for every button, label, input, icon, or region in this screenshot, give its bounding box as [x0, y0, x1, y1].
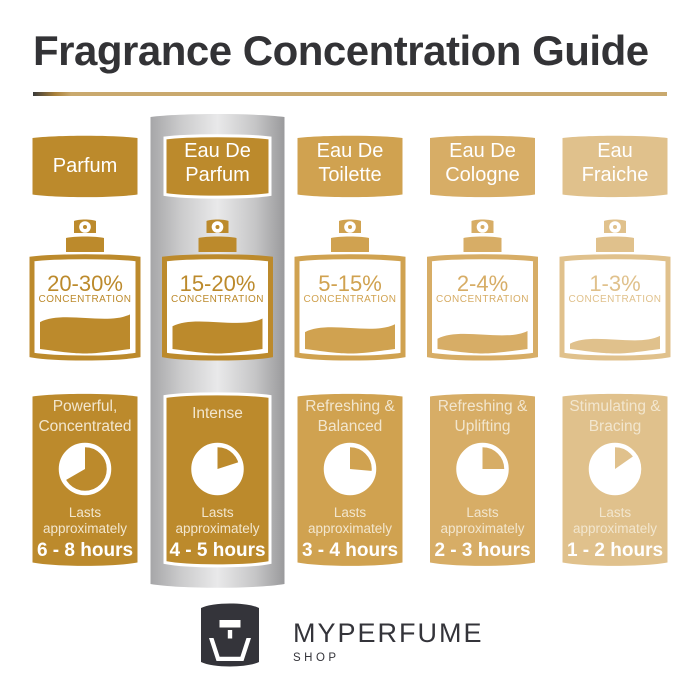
- svg-text:Lasts: Lasts: [466, 505, 499, 520]
- svg-text:2-4%: 2-4%: [457, 271, 508, 296]
- svg-text:1-3%: 1-3%: [589, 271, 640, 296]
- svg-text:Uplifting: Uplifting: [455, 418, 511, 435]
- svg-text:approximately: approximately: [573, 521, 657, 536]
- svg-text:1 - 2 hours: 1 - 2 hours: [567, 540, 663, 561]
- svg-text:3 - 4 hours: 3 - 4 hours: [302, 540, 398, 561]
- svg-text:15-20%: 15-20%: [180, 271, 256, 296]
- svg-text:CONCENTRATION: CONCENTRATION: [304, 294, 397, 305]
- svg-text:Toilette: Toilette: [318, 164, 381, 186]
- svg-text:CONCENTRATION: CONCENTRATION: [569, 294, 662, 305]
- svg-text:20-30%: 20-30%: [47, 271, 123, 296]
- svg-text:approximately: approximately: [43, 521, 127, 536]
- svg-text:6 - 8 hours: 6 - 8 hours: [37, 540, 133, 561]
- svg-text:Parfum: Parfum: [53, 155, 117, 177]
- svg-text:Bracing: Bracing: [589, 418, 642, 435]
- svg-text:CONCENTRATION: CONCENTRATION: [39, 294, 132, 305]
- svg-text:Refreshing &: Refreshing &: [305, 398, 395, 415]
- svg-text:Eau: Eau: [597, 140, 633, 162]
- svg-text:2 - 3 hours: 2 - 3 hours: [434, 540, 530, 561]
- svg-text:Eau De: Eau De: [317, 140, 384, 162]
- svg-text:Intense: Intense: [192, 405, 243, 422]
- svg-text:approximately: approximately: [440, 521, 524, 536]
- svg-text:4 - 5 hours: 4 - 5 hours: [169, 540, 265, 561]
- svg-text:approximately: approximately: [175, 521, 259, 536]
- svg-text:Parfum: Parfum: [185, 164, 249, 186]
- svg-text:Eau De: Eau De: [184, 140, 251, 162]
- svg-text:Fraiche: Fraiche: [582, 164, 649, 186]
- svg-text:Lasts: Lasts: [201, 505, 234, 520]
- svg-text:Lasts: Lasts: [334, 505, 367, 520]
- svg-text:Eau De: Eau De: [449, 140, 516, 162]
- svg-text:Cologne: Cologne: [445, 164, 520, 186]
- svg-text:Lasts: Lasts: [69, 505, 102, 520]
- svg-text:Lasts: Lasts: [599, 505, 632, 520]
- svg-text:Refreshing &: Refreshing &: [438, 398, 528, 415]
- svg-text:CONCENTRATION: CONCENTRATION: [436, 294, 529, 305]
- svg-text:5-15%: 5-15%: [318, 271, 382, 296]
- svg-text:Balanced: Balanced: [318, 418, 383, 435]
- svg-text:Powerful,: Powerful,: [53, 398, 118, 415]
- svg-text:approximately: approximately: [308, 521, 392, 536]
- svg-text:Stimulating &: Stimulating &: [569, 398, 661, 415]
- svg-text:CONCENTRATION: CONCENTRATION: [171, 294, 264, 305]
- svg-text:Concentrated: Concentrated: [38, 418, 131, 435]
